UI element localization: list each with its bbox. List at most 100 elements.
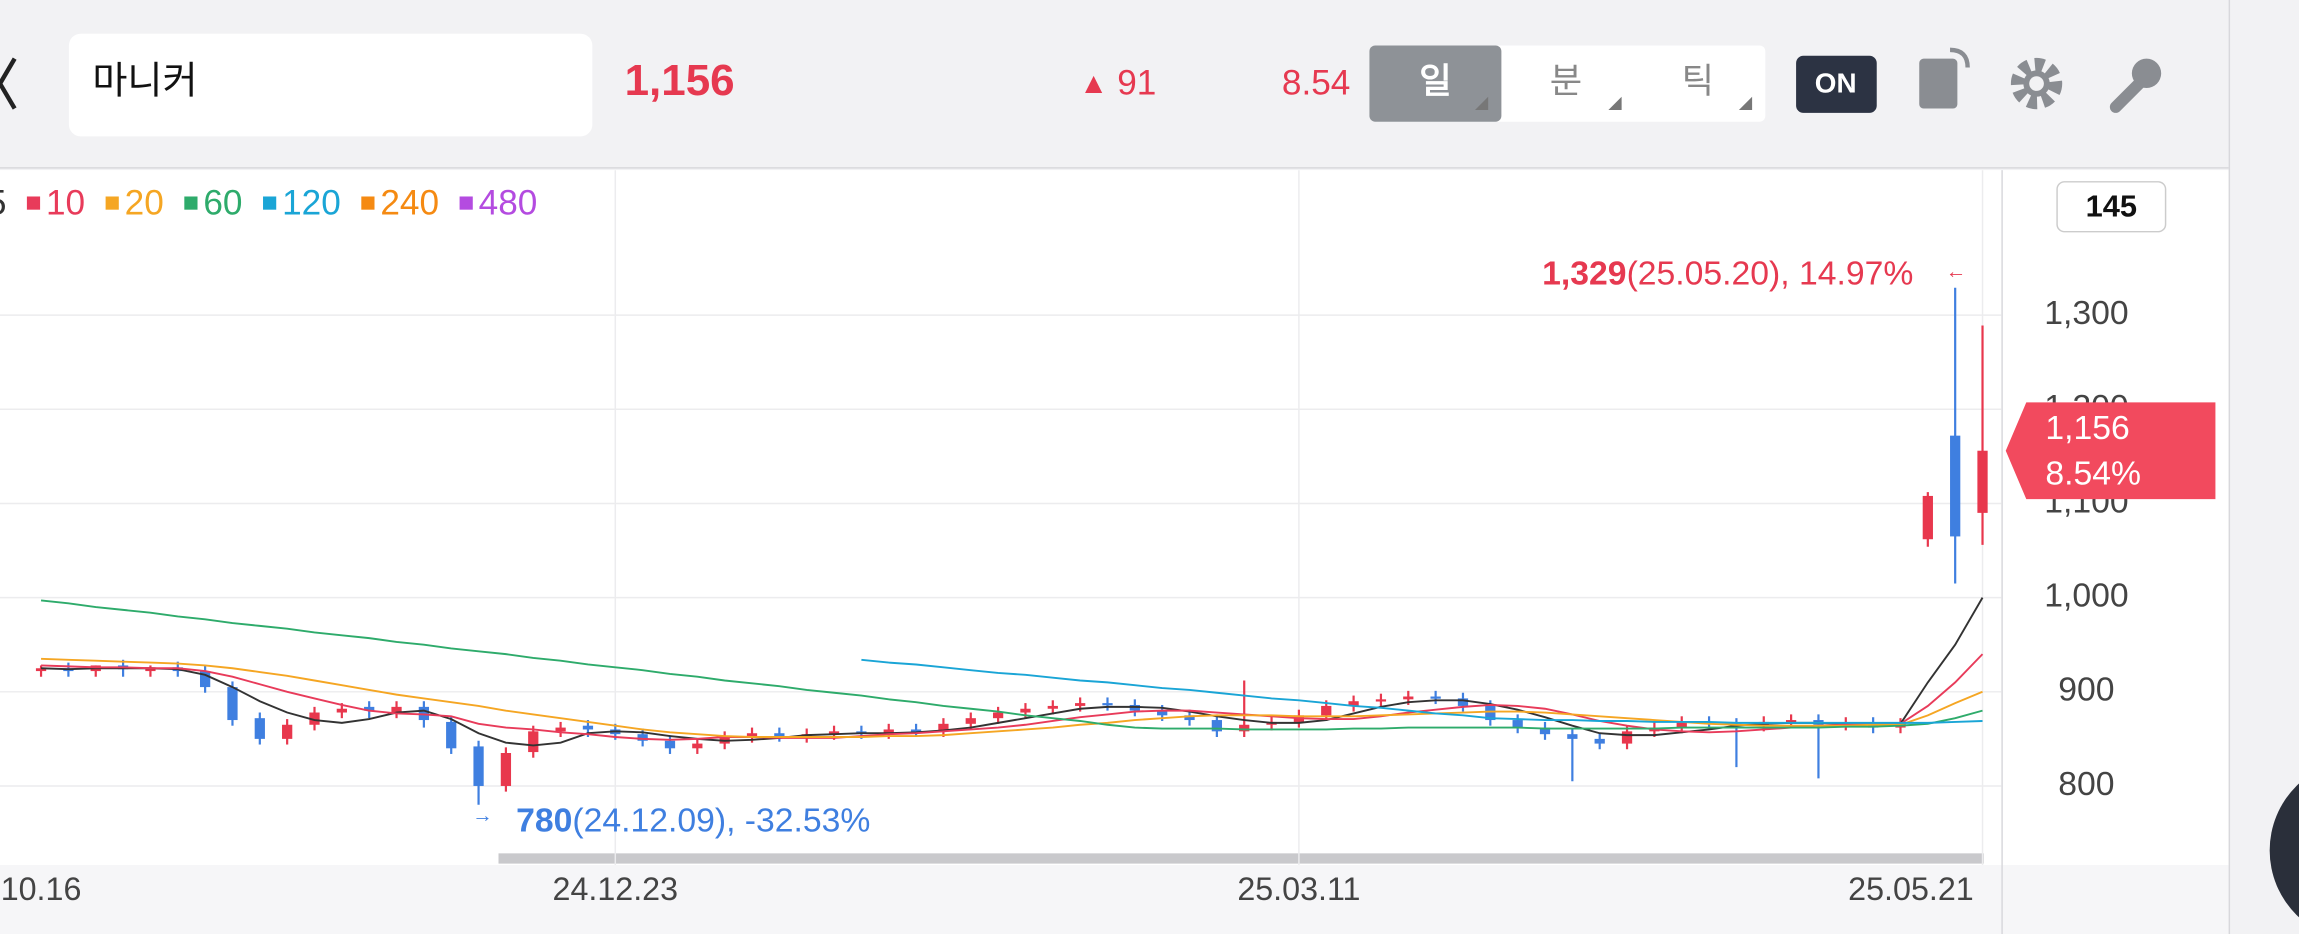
candle-body: [1512, 720, 1523, 728]
legend-swatch: [361, 196, 375, 210]
candle-body: [1047, 705, 1058, 709]
candle-body: [664, 740, 676, 749]
candle-body: [582, 725, 594, 730]
toggle-label: ON: [1815, 67, 1857, 98]
candle-body: [1430, 696, 1441, 699]
change: 91: [1117, 63, 1156, 102]
candle-body: [1020, 708, 1031, 713]
settings-hole: [2029, 76, 2044, 91]
candle-body: [1157, 710, 1168, 716]
x-tick-label: 25.05.21: [1848, 871, 1974, 907]
floating-button[interactable]: [2269, 760, 2299, 934]
y-tick-label: 800: [2058, 765, 2114, 803]
min-value: 780: [516, 801, 572, 839]
stock-name: 마니커: [92, 60, 197, 103]
plot-area: [0, 170, 2002, 866]
candle-body: [391, 706, 402, 713]
candle-body: [309, 712, 320, 725]
candle-body: [1375, 699, 1387, 702]
candle-body: [446, 721, 457, 749]
candle-body: [282, 724, 293, 739]
candle-body: [199, 671, 211, 688]
y-tick-label: 1,300: [2044, 294, 2128, 332]
tab-selected[interactable]: [1369, 45, 1502, 122]
ma-line: [41, 597, 1984, 747]
count-badge-label: 145: [2086, 188, 2137, 223]
candle-body: [1485, 705, 1496, 721]
candle-body: [1621, 731, 1633, 744]
candle-body: [692, 743, 703, 749]
candle-body: [1321, 705, 1332, 716]
candle-body: [364, 706, 375, 711]
ma-line: [41, 653, 1984, 741]
legend-label: 5: [0, 184, 6, 223]
candle-body: [336, 708, 347, 713]
legend-swatch: [459, 196, 473, 210]
x-tick-label: 24.12.23: [553, 871, 679, 907]
settings-icon[interactable]: [2010, 57, 2063, 110]
candle-body: [1567, 734, 1578, 739]
legend-label: 20: [125, 184, 164, 223]
candle-body: [1348, 701, 1359, 706]
max-arrow: ←: [1946, 260, 1967, 283]
legend-label: 10: [46, 184, 85, 223]
search-box[interactable]: [68, 33, 593, 137]
candle-body: [828, 731, 840, 735]
tools-head: [2131, 58, 2162, 88]
candle-body: [637, 734, 648, 741]
max-text: (25.05.20), 14.97%: [1627, 255, 1914, 293]
candle-body: [1539, 727, 1551, 735]
price-tag: [2005, 402, 2216, 500]
min-annotation: 780(24.12.09), -32.53%: [516, 801, 870, 839]
candle-body: [254, 718, 265, 739]
candle-body: [938, 723, 949, 732]
candle-body: [35, 668, 47, 672]
candle-body: [1102, 703, 1113, 706]
candle-body: [1922, 495, 1933, 540]
candle-body: [1239, 724, 1250, 732]
legend-label: 120: [282, 184, 341, 223]
candle-body: [1457, 698, 1469, 706]
tab[interactable]: 틱: [1682, 62, 1714, 101]
candle-body: [555, 727, 566, 732]
candle-body: [774, 733, 785, 737]
ma-line: [861, 658, 1983, 724]
chart-panel: [0, 170, 2229, 934]
candle-body: [1184, 715, 1195, 721]
candle-body: [883, 729, 894, 734]
price: 1,156: [625, 56, 735, 105]
x-tick-label: 10.16: [1, 871, 82, 907]
candle-body: [910, 729, 922, 732]
min-arrow: →: [472, 804, 493, 827]
legend-swatch: [184, 196, 198, 210]
x-tick-label: 25.03.11: [1237, 871, 1360, 907]
legend-label: 60: [203, 184, 242, 223]
change-rate: 8.54: [1282, 63, 1350, 102]
count-badge: [2056, 181, 2167, 233]
candle-body: [1075, 703, 1086, 706]
legend-label: 240: [380, 184, 439, 223]
rotate-arrow: [1949, 47, 1970, 68]
x-axis-band: [0, 865, 2229, 934]
tab[interactable]: 분: [1550, 62, 1582, 101]
ma-line: [41, 657, 1983, 738]
back-button[interactable]: [0, 57, 17, 110]
scrollbar[interactable]: [498, 853, 1984, 864]
legend-label: 480: [479, 184, 538, 223]
rotate-icon[interactable]: [1919, 58, 1958, 109]
candle-body: [1676, 721, 1687, 728]
candle-body: [473, 746, 484, 786]
candle-body: [1211, 720, 1223, 732]
tab[interactable]: 일: [1419, 62, 1451, 101]
price-tag-rate: 8.54%: [2045, 455, 2141, 493]
candle-body: [992, 712, 1004, 719]
candle-body: [227, 687, 238, 721]
y-tick-label: 1,000: [2044, 577, 2128, 615]
toggle[interactable]: [1796, 55, 1877, 113]
candle-body: [500, 753, 512, 786]
max-value: 1,329: [1542, 255, 1626, 293]
candle-body: [1594, 738, 1605, 744]
candle-body: [965, 718, 976, 724]
